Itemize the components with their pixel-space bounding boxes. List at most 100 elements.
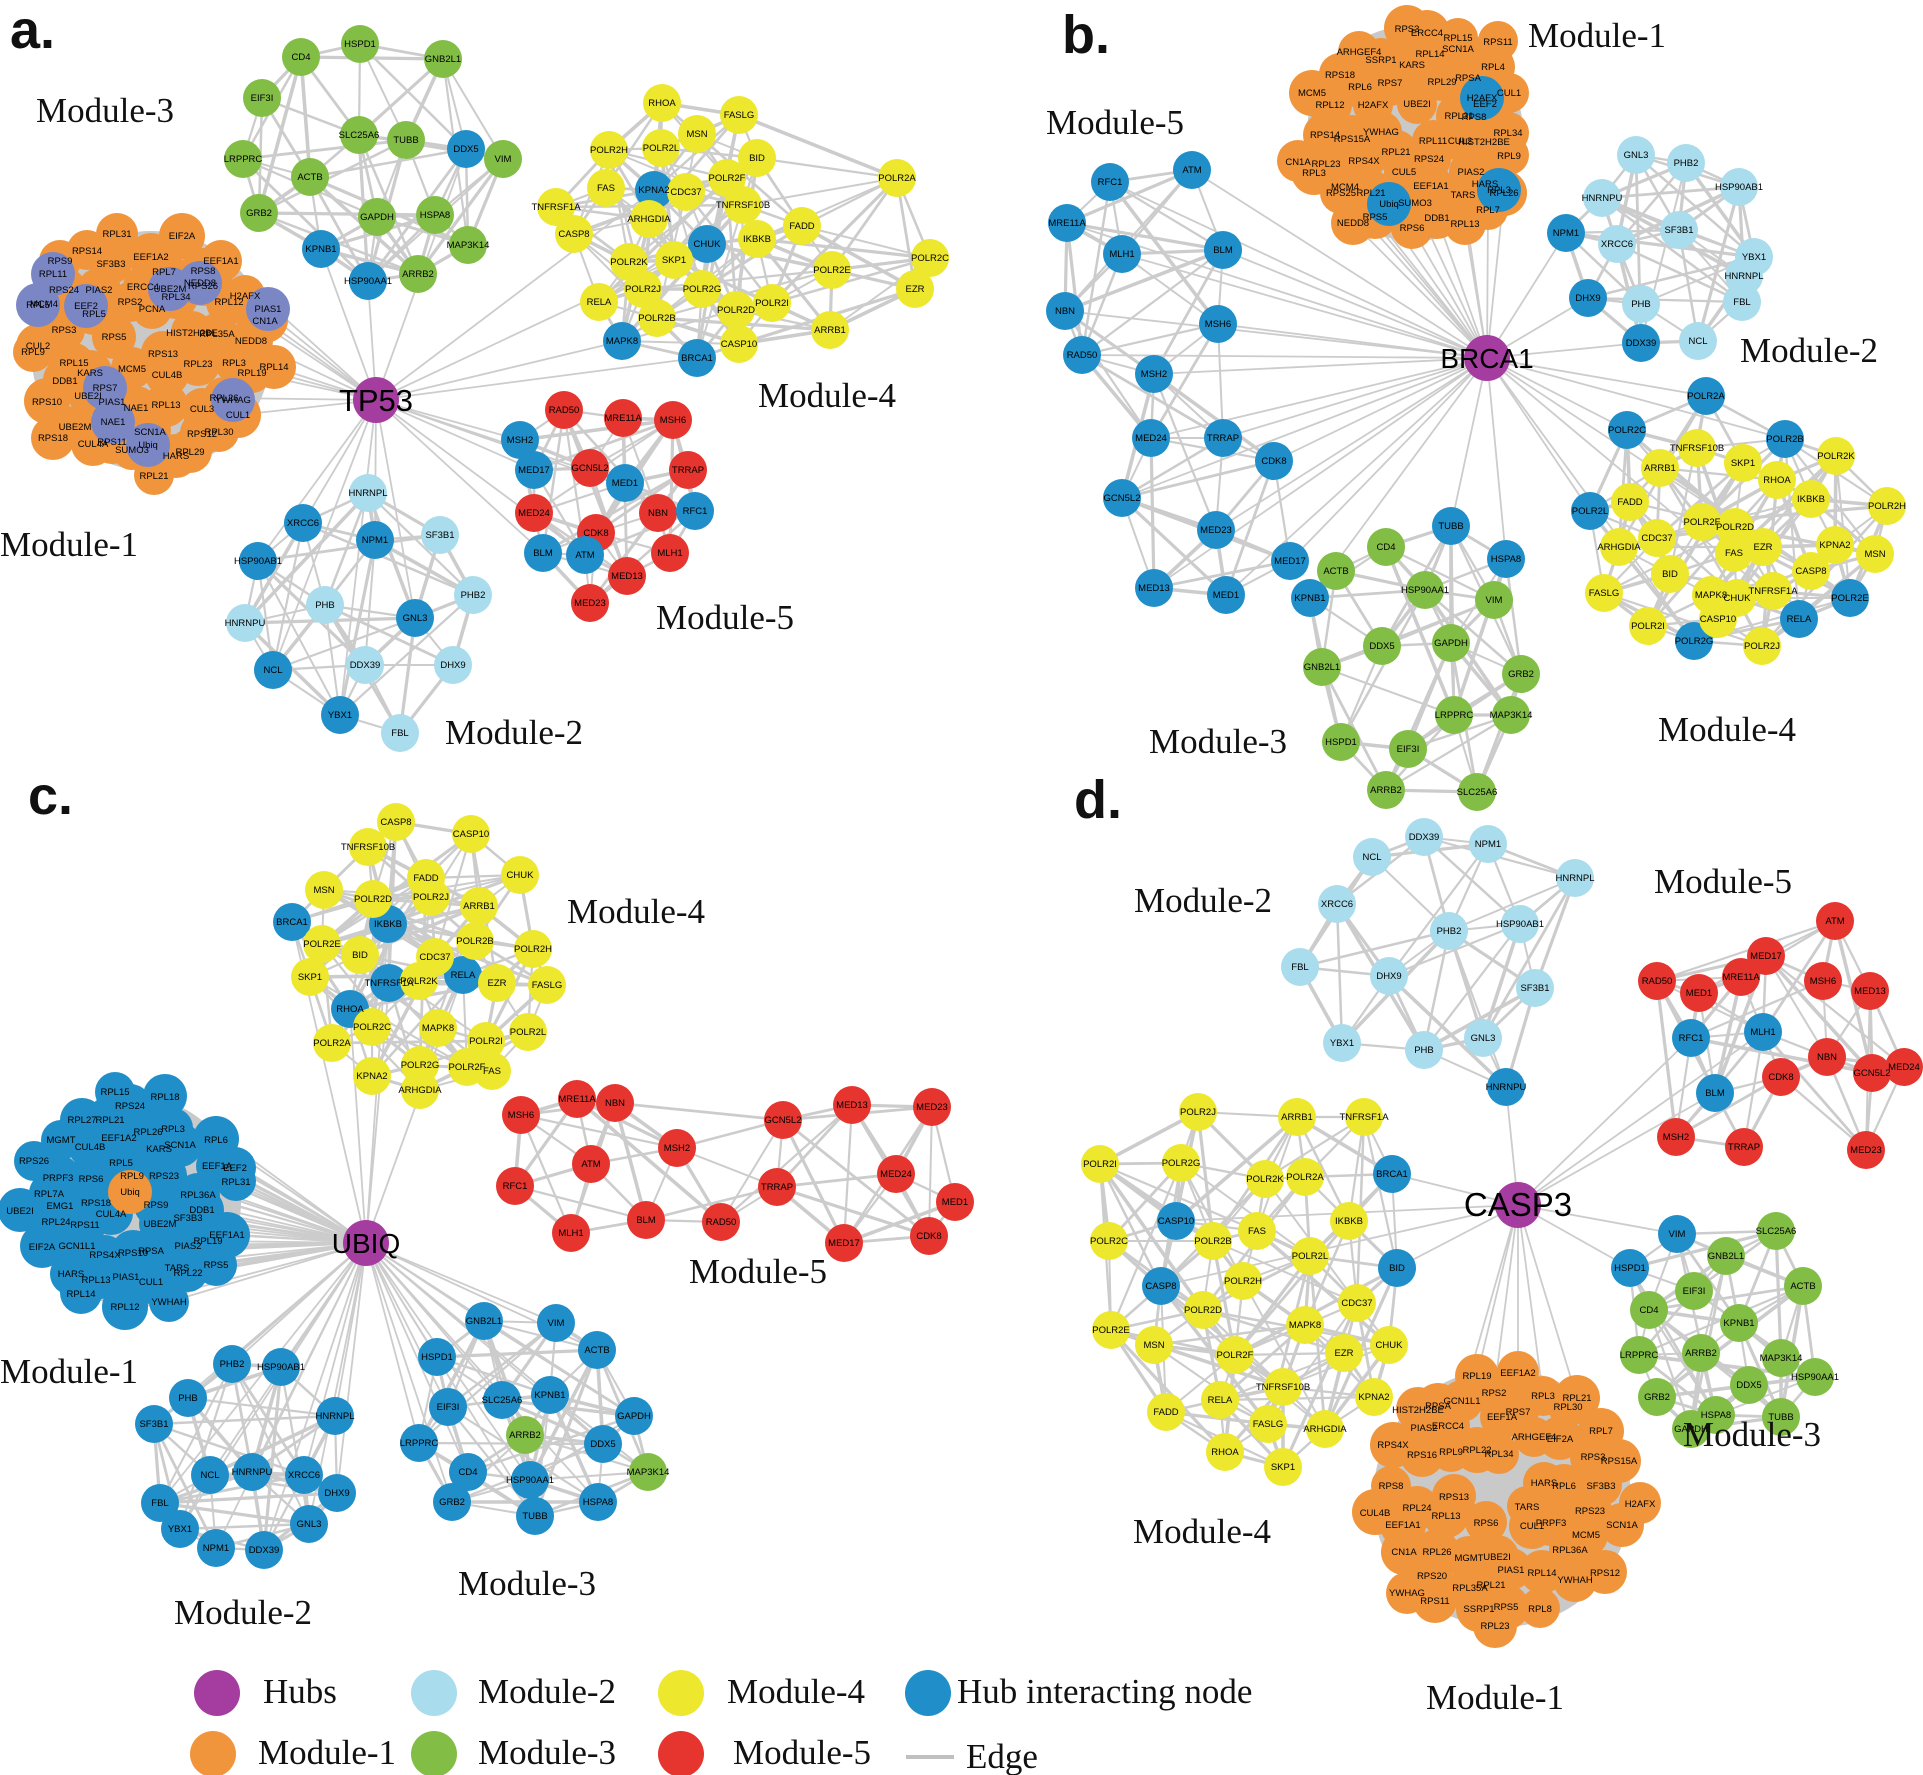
svg-text:Module-1: Module-1 [1426,1678,1564,1717]
svg-text:RPL12: RPL12 [110,1302,139,1313]
svg-text:MED24: MED24 [1135,433,1167,444]
svg-text:CASP3: CASP3 [1464,1186,1572,1223]
svg-text:MSN: MSN [1143,1340,1164,1351]
svg-text:RPS8: RPS8 [1379,1481,1404,1492]
svg-text:POLR2K: POLR2K [1246,1174,1284,1185]
svg-text:Ubiq: Ubiq [120,1187,140,1198]
svg-text:TNFRSF1A: TNFRSF1A [531,202,581,213]
svg-text:RPSA: RPSA [1425,1401,1452,1412]
svg-text:SF3B3: SF3B3 [1586,1481,1615,1492]
svg-text:RPL9: RPL9 [1497,151,1521,162]
svg-text:MCM5: MCM5 [1572,1530,1600,1541]
svg-text:MSN: MSN [686,129,707,140]
svg-text:GRB2: GRB2 [1508,669,1534,680]
svg-text:LRPPRC: LRPPRC [1620,1350,1659,1361]
svg-text:MLH1: MLH1 [1109,249,1134,260]
svg-text:H2AFX: H2AFX [1358,100,1389,111]
svg-text:UBE2I: UBE2I [1403,99,1430,110]
svg-text:EMG1: EMG1 [47,1201,74,1212]
svg-text:RPS5: RPS5 [204,1260,229,1271]
svg-text:PHB2: PHB2 [1674,158,1699,169]
svg-text:KPNB1: KPNB1 [1723,1318,1754,1329]
svg-text:FADD: FADD [1617,497,1642,508]
svg-text:PHB: PHB [1414,1045,1434,1056]
svg-text:YBX1: YBX1 [168,1524,192,1535]
svg-text:DDX5: DDX5 [590,1439,615,1450]
svg-text:RPS3: RPS3 [52,325,77,336]
svg-text:BID: BID [749,153,765,164]
svg-text:RPS10: RPS10 [118,1248,148,1259]
svg-text:RFC1: RFC1 [1098,177,1123,188]
svg-text:RHOA: RHOA [336,1004,364,1015]
svg-text:ARRB2: ARRB2 [1370,785,1402,796]
svg-text:VIM: VIM [495,154,512,165]
svg-text:HSP90AB1: HSP90AB1 [1496,919,1544,930]
svg-text:LRPPRC: LRPPRC [400,1438,439,1449]
svg-text:POLR2H: POLR2H [1224,1276,1262,1287]
svg-text:RPL6: RPL6 [1348,82,1372,93]
svg-text:MSH2: MSH2 [1663,1132,1689,1143]
svg-text:POLR2B: POLR2B [1194,1236,1232,1247]
svg-text:GCN1L1: GCN1L1 [59,1241,96,1252]
svg-text:H2AFX: H2AFX [230,291,261,302]
svg-text:UBE2M: UBE2M [144,1219,177,1230]
svg-text:KPNB1: KPNB1 [534,1390,565,1401]
svg-text:RPS9: RPS9 [144,1200,169,1211]
svg-text:BRCA1: BRCA1 [276,917,308,928]
svg-text:NBN: NBN [648,508,668,519]
svg-text:ARRB1: ARRB1 [814,325,846,336]
svg-text:POLR2A: POLR2A [1286,1172,1324,1183]
svg-text:RPS8: RPS8 [191,266,216,277]
svg-text:Module-3: Module-3 [1149,722,1287,761]
svg-text:RPS6: RPS6 [79,1174,104,1185]
svg-text:RPS11: RPS11 [97,437,126,448]
svg-text:Ubiq: Ubiq [1379,199,1399,210]
svg-text:RPL26: RPL26 [1422,1547,1451,1558]
svg-text:MED1: MED1 [1213,590,1239,601]
svg-text:RPL21: RPL21 [1381,147,1410,158]
svg-text:SLC25A6: SLC25A6 [1756,1226,1797,1237]
svg-text:POLR2A: POLR2A [313,1038,351,1049]
svg-text:MCM4: MCM4 [1331,182,1359,193]
svg-text:CDK8: CDK8 [1261,456,1286,467]
svg-text:POLR2E: POLR2E [1831,593,1869,604]
svg-text:Module-1: Module-1 [0,1352,138,1391]
svg-text:ARHGDIA: ARHGDIA [398,1085,442,1096]
svg-text:KPNA2: KPNA2 [1819,540,1850,551]
svg-text:CDC37: CDC37 [419,952,450,963]
svg-text:RPS14: RPS14 [72,246,102,257]
svg-text:RPL3: RPL3 [1487,185,1511,196]
svg-text:MSH6: MSH6 [1810,976,1836,987]
svg-text:NAE1: NAE1 [124,403,149,414]
svg-text:MSN: MSN [313,885,334,896]
svg-text:Module-3: Module-3 [1683,1415,1821,1454]
svg-text:UBE2I: UBE2I [1483,1552,1510,1563]
svg-text:EIF3I: EIF3I [437,1402,460,1413]
svg-text:PHB: PHB [1631,299,1651,310]
svg-text:SLC25A6: SLC25A6 [482,1395,523,1406]
svg-text:SKP1: SKP1 [1271,1462,1295,1473]
svg-text:HSPD1: HSPD1 [344,39,376,50]
svg-text:RFC1: RFC1 [1679,1033,1704,1044]
svg-text:YWHAG: YWHAG [215,395,251,406]
svg-text:MSH2: MSH2 [1141,369,1167,380]
svg-text:SLC25A6: SLC25A6 [339,130,380,141]
svg-text:BRCA1: BRCA1 [1376,1169,1408,1180]
svg-text:Module-2: Module-2 [445,713,583,752]
svg-text:CUL4B: CUL4B [75,1142,106,1153]
svg-text:HSP90AB1: HSP90AB1 [1715,182,1763,193]
svg-text:RAD50: RAD50 [549,405,580,416]
svg-text:DDX39: DDX39 [350,660,381,671]
svg-text:GNB2L1: GNB2L1 [1304,662,1340,673]
svg-text:RPS18: RPS18 [81,1198,111,1209]
svg-text:FBL: FBL [151,1498,168,1509]
svg-text:MAPK8: MAPK8 [606,336,638,347]
svg-text:ARHGEF4: ARHGEF4 [1512,1432,1557,1443]
svg-text:DDX39: DDX39 [1409,832,1440,843]
svg-text:DDX39: DDX39 [1626,338,1657,349]
svg-text:GAPDH: GAPDH [1674,1424,1708,1435]
svg-text:PRPF3: PRPF3 [1536,1518,1567,1529]
svg-text:NAE1: NAE1 [101,417,126,428]
svg-text:RPS5: RPS5 [102,332,127,343]
svg-text:POLR2D: POLR2D [1184,1305,1222,1316]
